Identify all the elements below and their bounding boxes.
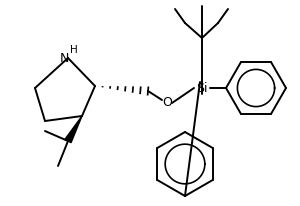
Text: O: O bbox=[162, 96, 172, 109]
Polygon shape bbox=[65, 116, 82, 143]
Text: H: H bbox=[70, 45, 78, 55]
Text: N: N bbox=[59, 51, 69, 64]
Text: Si: Si bbox=[196, 82, 208, 95]
